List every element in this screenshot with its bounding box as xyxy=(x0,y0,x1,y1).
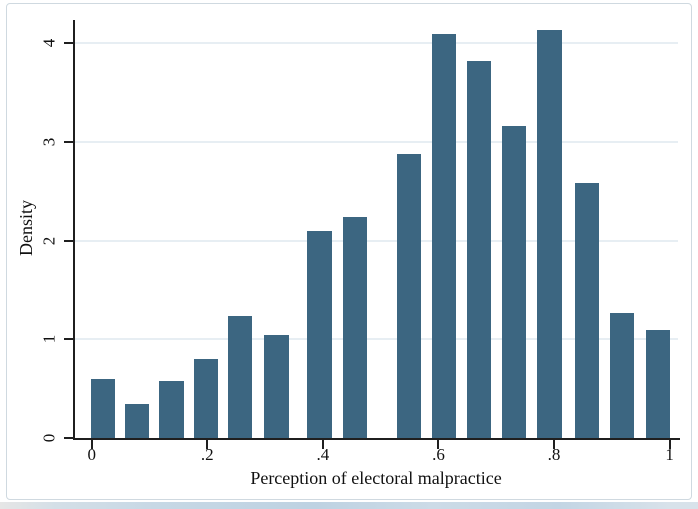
plot-area: 0 1 2 3 4 0 .2 .4 .6 .8 1 xyxy=(40,20,680,463)
histogram-bar xyxy=(159,380,184,438)
y-tick-label: 2 xyxy=(39,236,59,245)
gridline-y4 xyxy=(75,42,678,44)
y-tick xyxy=(64,338,73,341)
histogram-bar xyxy=(90,378,115,438)
x-tick xyxy=(437,440,440,449)
y-tick xyxy=(64,42,73,44)
y-tick-label: 4 xyxy=(39,38,59,48)
histogram-bar xyxy=(307,230,332,438)
x-tick-label: 0 xyxy=(87,445,96,464)
histogram-bar xyxy=(502,125,527,438)
x-tick xyxy=(206,440,209,449)
x-tick-label: .6 xyxy=(432,445,445,464)
histogram-bar xyxy=(645,330,671,438)
histogram-bar xyxy=(125,404,150,438)
histogram-bar xyxy=(574,183,600,438)
histogram-bar xyxy=(396,153,422,438)
histogram-bar xyxy=(228,315,253,438)
histogram-bar xyxy=(432,34,457,438)
gridline-y1 xyxy=(75,338,678,341)
x-tick xyxy=(321,440,324,449)
histogram-bar xyxy=(264,335,289,438)
x-tick xyxy=(90,440,93,449)
bottom-edge-strip xyxy=(0,502,698,509)
gridline-y3 xyxy=(75,140,678,143)
x-axis-title: Perception of electoral malpractice xyxy=(250,468,502,488)
y-tick xyxy=(64,437,73,439)
histogram-bar xyxy=(610,312,635,438)
y-tick xyxy=(64,140,73,143)
y-axis-title: Density xyxy=(16,200,36,256)
y-tick-label: 3 xyxy=(39,137,59,147)
histogram-bar xyxy=(466,60,492,438)
x-axis-line xyxy=(73,438,680,440)
histogram-bar xyxy=(193,359,219,438)
x-tick-label: 1 xyxy=(665,445,674,464)
y-tick-label: 0 xyxy=(39,433,59,443)
x-tick-label: .4 xyxy=(316,445,330,464)
y-tick-label: 1 xyxy=(39,335,59,344)
x-tick-label: .2 xyxy=(200,445,214,464)
histogram-bar xyxy=(342,216,367,438)
x-tick xyxy=(553,440,556,449)
x-tick-label: .8 xyxy=(547,445,561,464)
y-axis-line xyxy=(73,20,75,440)
y-tick xyxy=(64,239,73,242)
x-tick xyxy=(668,440,671,449)
gridline-y2 xyxy=(75,239,678,242)
histogram-bar xyxy=(537,30,562,438)
